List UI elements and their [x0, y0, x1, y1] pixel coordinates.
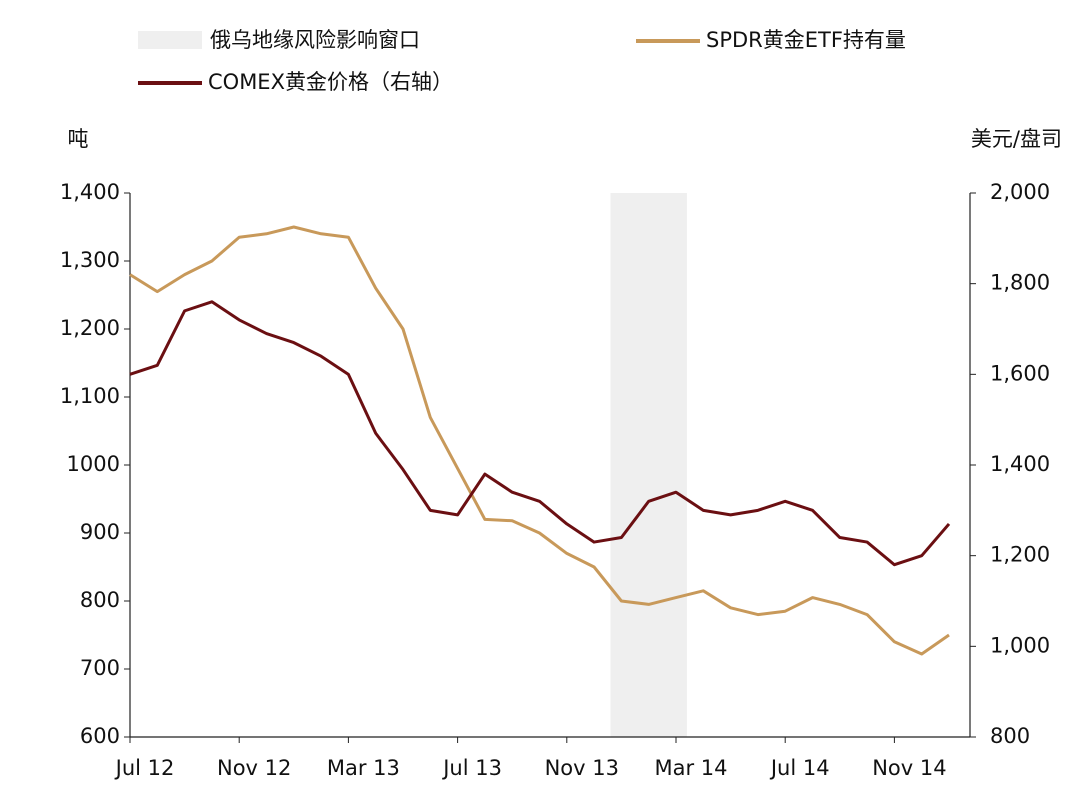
y2-tick-label: 1,600 — [990, 361, 1050, 385]
y-tick-label: 700 — [80, 656, 120, 680]
x-tick-label: Nov 12 — [217, 756, 291, 780]
y-tick-label: 1,300 — [60, 248, 120, 272]
y2-axis-label: 美元/盘司 — [971, 127, 1062, 151]
y-tick-label: 800 — [80, 588, 120, 612]
y2-tick-label: 800 — [990, 724, 1030, 748]
legend-label: COMEX黄金价格（右轴） — [208, 70, 453, 94]
y-tick-label: 1,100 — [60, 384, 120, 408]
y-tick-label: 600 — [80, 724, 120, 748]
y-tick-label: 1,400 — [60, 180, 120, 204]
y2-tick-label: 2,000 — [990, 180, 1050, 204]
y-tick-label: 1000 — [67, 452, 120, 476]
legend-swatch — [138, 31, 202, 49]
y-tick-label: 900 — [80, 520, 120, 544]
x-tick-label: Nov 13 — [545, 756, 619, 780]
x-tick-label: Jul 14 — [769, 756, 830, 780]
data-line — [129, 225, 950, 656]
x-tick-label: Nov 14 — [872, 756, 946, 780]
y2-tick-label: 1,400 — [990, 452, 1050, 476]
legend-label: 俄乌地缘风险影响窗口 — [210, 28, 420, 52]
x-tick-label: Mar 13 — [327, 756, 400, 780]
y-tick-label: 1,200 — [60, 316, 120, 340]
y-axis-label: 吨 — [68, 127, 89, 151]
data-line — [129, 300, 951, 567]
x-tick-label: Jul 12 — [114, 756, 175, 780]
legend-label: SPDR黄金ETF持有量 — [706, 28, 906, 52]
x-tick-label: Mar 14 — [654, 756, 727, 780]
y2-tick-label: 1,200 — [990, 543, 1050, 567]
y2-tick-label: 1,000 — [990, 633, 1050, 657]
y2-tick-label: 1,800 — [990, 271, 1050, 295]
shade-window — [610, 193, 687, 737]
x-tick-label: Jul 13 — [441, 756, 502, 780]
